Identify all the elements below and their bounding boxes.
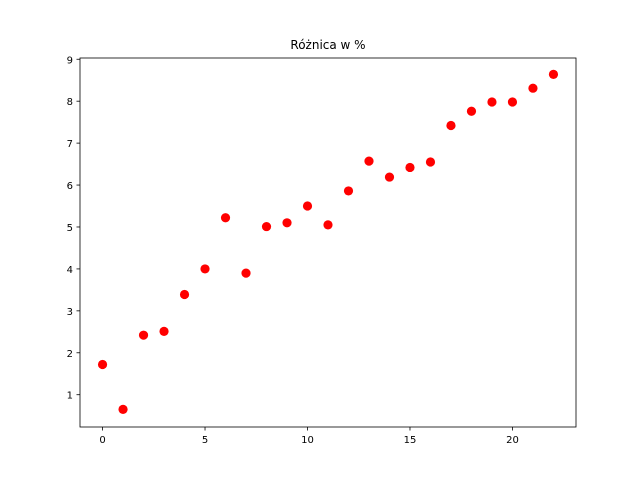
y-tick-label: 7 [67, 139, 73, 150]
x-tick-label: 10 [301, 435, 314, 446]
data-point [302, 201, 313, 211]
chart-title: Różnica w % [290, 38, 365, 52]
y-tick-label: 6 [67, 181, 73, 192]
x-tick-label: 0 [99, 435, 105, 446]
data-point [384, 172, 395, 182]
data-point [323, 220, 333, 230]
data-point [179, 289, 190, 300]
data-point [138, 330, 149, 340]
data-point [241, 268, 251, 278]
y-tick-label: 5 [67, 223, 73, 234]
y-tick-label: 1 [67, 391, 73, 402]
y-tick-label: 9 [67, 55, 73, 66]
data-point [159, 326, 169, 336]
data-point [405, 162, 415, 173]
data-point [487, 97, 497, 107]
axes-frame [79, 57, 577, 428]
data-point [548, 69, 559, 79]
x-tick-label: 5 [202, 435, 208, 446]
x-tick-label: 20 [506, 435, 519, 446]
data-point [97, 359, 108, 370]
plot-area: 0 5 10 15 20 1 2 3 4 5 6 7 8 9 [67, 55, 577, 446]
y-tick-label: 4 [67, 265, 73, 276]
data-point [220, 213, 231, 223]
data-point [343, 186, 354, 196]
data-point [446, 120, 456, 131]
data-point [466, 106, 477, 116]
data-point [261, 221, 272, 232]
data-point [528, 83, 538, 93]
data-point [507, 97, 518, 107]
data-point [200, 264, 210, 274]
data-point [118, 404, 128, 414]
x-tick-label: 15 [404, 435, 417, 446]
y-tick-label: 2 [67, 349, 73, 360]
data-point [364, 156, 374, 166]
y-tick-label: 3 [67, 307, 73, 318]
data-point [425, 157, 436, 167]
y-tick-label: 8 [67, 97, 73, 108]
data-point [282, 218, 292, 228]
